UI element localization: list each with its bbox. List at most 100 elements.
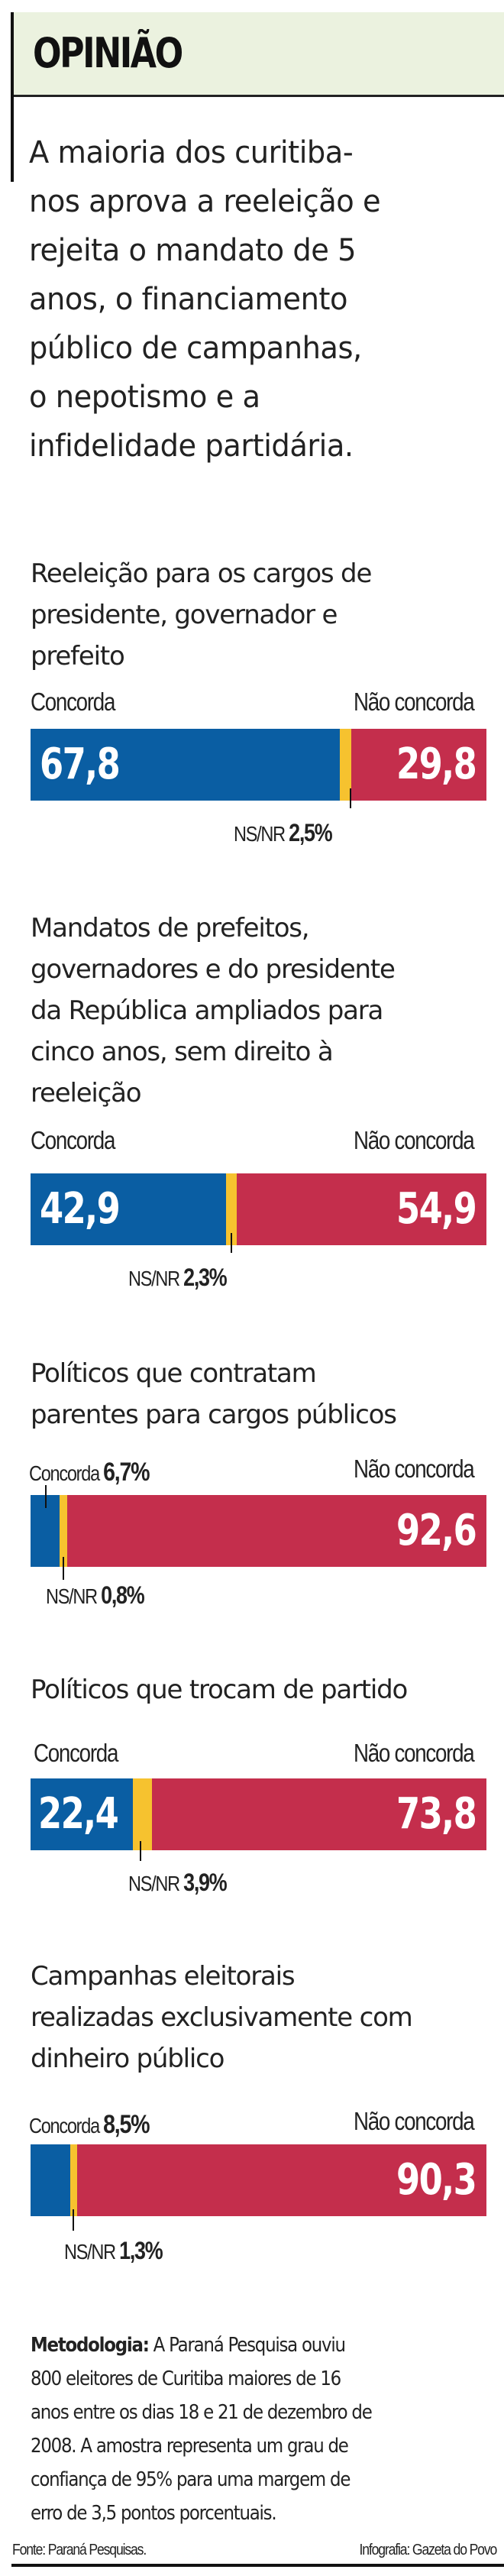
agree-label: Concorda xyxy=(31,688,115,716)
disagree-label: Não concorda xyxy=(353,688,475,716)
methodology-note: Metodologia: A Paraná Pesquisa ouviu 800… xyxy=(31,2328,460,2530)
title-line: presidente, governador e xyxy=(31,600,338,630)
intro-text: A maioria dos curitiba- nos aprova a ree… xyxy=(29,128,483,471)
agree-label: Concorda xyxy=(31,1126,115,1154)
source-credit: Fonte: Paraná Pesquisas. xyxy=(12,2542,147,2558)
title-line: Mandatos de prefeitos, xyxy=(31,913,310,943)
question-title-party-switching: Políticos que trocam de partido xyxy=(31,1669,496,1710)
agree-pointer xyxy=(45,1485,47,1508)
agree-segment xyxy=(31,2144,70,2216)
agree-segment: 22,4 xyxy=(31,1778,133,1850)
nsnr-label: NS/NR 0,8% xyxy=(46,1581,145,1610)
disagree-value: 92,6 xyxy=(396,1506,477,1555)
intro-line: rejeita o mandato de 5 xyxy=(29,233,357,268)
question-title-reelection: Reeleição para os cargos de presidente, … xyxy=(31,553,496,677)
agree-label: Concorda xyxy=(34,1739,118,1767)
agree-label: Concorda 8,5% xyxy=(29,2110,150,2140)
title-line: prefeito xyxy=(31,641,125,672)
methodology-label: Metodologia: xyxy=(31,2334,150,2357)
intro-line: infidelidade partidária. xyxy=(29,429,354,464)
nsnr-pointer xyxy=(73,2209,74,2231)
stacked-bar-reelection: 67,8 29,8 xyxy=(31,729,486,801)
methodology-line: erro de 3,5 pontos porcentuais. xyxy=(31,2502,277,2525)
bottom-rule xyxy=(11,2564,504,2567)
nsnr-text: NS/NR xyxy=(128,1267,180,1290)
methodology-line: Metodologia: A Paraná Pesquisa ouviu xyxy=(31,2328,460,2362)
question-title-five-year-mandate: Mandatos de prefeitos, governadores e do… xyxy=(31,908,496,1114)
disagree-value: 90,3 xyxy=(396,2155,477,2205)
nsnr-text: NS/NR xyxy=(234,822,286,846)
agree-value: 42,9 xyxy=(40,1184,121,1234)
disagree-segment: 29,8 xyxy=(351,729,486,801)
agree-text: Concorda xyxy=(29,2114,100,2137)
page-title: OPINIÃO xyxy=(33,29,183,77)
disagree-label: Não concorda xyxy=(353,1455,475,1483)
disagree-segment: 90,3 xyxy=(76,2144,486,2216)
title-line: Políticos que trocam de partido xyxy=(31,1675,408,1705)
intro-line: anos, o financiamento xyxy=(29,282,348,317)
question-title-public-funding: Campanhas eleitorais realizadas exclusiv… xyxy=(31,1956,496,2079)
intro-line: A maioria dos curitiba- xyxy=(29,135,354,170)
nsnr-label: NS/NR 3,9% xyxy=(128,1869,228,1897)
title-line: Reeleição para os cargos de xyxy=(31,558,372,589)
nsnr-segment xyxy=(132,1778,152,1850)
disagree-segment: 54,9 xyxy=(236,1173,486,1245)
nsnr-label: NS/NR 2,5% xyxy=(234,819,333,847)
disagree-value: 73,8 xyxy=(396,1789,477,1839)
nsnr-value: 2,3% xyxy=(183,1264,227,1291)
title-line: Campanhas eleitorais xyxy=(31,1961,296,1992)
nsnr-segment xyxy=(339,729,351,801)
stacked-bar-nepotism: 92,6 xyxy=(31,1495,486,1567)
nsnr-segment xyxy=(69,2144,77,2216)
agree-value: 22,4 xyxy=(38,1789,119,1839)
nsnr-label: NS/NR 1,3% xyxy=(64,2237,163,2265)
stacked-bar-public-funding: 90,3 xyxy=(31,2144,486,2216)
disagree-value: 54,9 xyxy=(396,1184,477,1234)
title-line: cinco anos, sem direito à xyxy=(31,1037,334,1067)
disagree-label: Não concorda xyxy=(353,2107,475,2135)
nsnr-text: NS/NR xyxy=(128,1872,180,1895)
disagree-label: Não concorda xyxy=(353,1126,475,1154)
agree-value: 6,7% xyxy=(103,1458,150,1487)
section-header: OPINIÃO xyxy=(14,12,504,97)
methodology-line: 2008. A amostra representa um grau de xyxy=(31,2435,349,2458)
disagree-segment: 73,8 xyxy=(151,1778,486,1850)
disagree-label: Não concorda xyxy=(353,1739,475,1767)
nsnr-value: 2,5% xyxy=(289,819,332,846)
agree-label: Concorda 6,7% xyxy=(29,1458,150,1487)
intro-line: nos aprova a reeleição e xyxy=(29,184,381,219)
infographic-credit: Infografia: Gazeta do Povo xyxy=(359,2542,497,2558)
methodology-line: confiança de 95% para uma margem de xyxy=(31,2468,351,2491)
agree-segment: 67,8 xyxy=(31,729,340,801)
left-accent-border xyxy=(11,12,14,182)
nsnr-pointer xyxy=(231,1233,232,1253)
intro-line: o nepotismo e a xyxy=(29,380,260,415)
disagree-segment: 92,6 xyxy=(67,1495,486,1567)
title-line: realizadas exclusivamente com xyxy=(31,2002,413,2033)
nsnr-value: 0,8% xyxy=(101,1581,144,1609)
agree-segment: 42,9 xyxy=(31,1173,227,1245)
title-line: governadores e do presidente xyxy=(31,954,396,985)
methodology-line: 800 eleitores de Curitiba maiores de 16 xyxy=(31,2367,341,2390)
title-line: da República ampliados para xyxy=(31,995,383,1026)
nsnr-text: NS/NR xyxy=(64,2240,116,2264)
question-title-nepotism: Políticos que contratam parentes para ca… xyxy=(31,1353,496,1435)
nsnr-pointer xyxy=(63,1557,64,1580)
nsnr-label: NS/NR 2,3% xyxy=(128,1264,228,1292)
agree-value: 67,8 xyxy=(40,739,121,789)
agree-value: 8,5% xyxy=(103,2110,150,2139)
nsnr-text: NS/NR xyxy=(46,1584,98,1608)
title-line: parentes para cargos públicos xyxy=(31,1400,397,1430)
nsnr-segment xyxy=(226,1173,237,1245)
methodology-text: A Paraná Pesquisa ouviu xyxy=(148,2334,346,2357)
title-line: Políticos que contratam xyxy=(31,1358,317,1389)
nsnr-pointer xyxy=(140,1841,141,1861)
methodology-line: anos entre os dias 18 e 21 de dezembro d… xyxy=(31,2401,373,2424)
nsnr-value: 3,9% xyxy=(183,1869,227,1896)
nsnr-value: 1,3% xyxy=(119,2237,163,2264)
intro-line: público de campanhas, xyxy=(29,331,362,366)
stacked-bar-party-switching: 22,4 73,8 xyxy=(31,1778,486,1850)
title-line: dinheiro público xyxy=(31,2044,225,2074)
title-line: reeleição xyxy=(31,1078,142,1108)
stacked-bar-five-year-mandate: 42,9 54,9 xyxy=(31,1173,486,1245)
